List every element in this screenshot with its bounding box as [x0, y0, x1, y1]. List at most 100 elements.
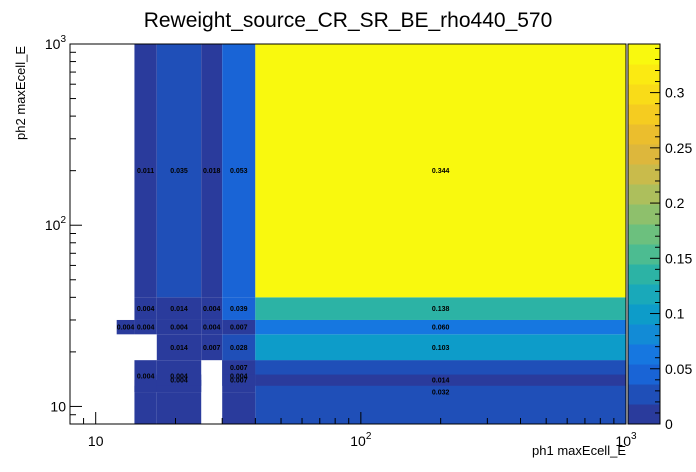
heatmap-cell	[134, 297, 157, 320]
colorbar-swatch	[628, 304, 660, 325]
heatmap-cell	[156, 319, 202, 335]
colorbar-swatch	[628, 364, 660, 385]
colorbar-axis: 0 0.05 0.1 0.15 0.2 0.25 0.3	[650, 47, 692, 432]
heatmap-cell	[156, 297, 202, 320]
cell-value-label: 0.032	[432, 390, 450, 397]
colorbar-swatch	[628, 404, 660, 425]
colorbar-tick-label: 0	[665, 416, 673, 432]
colorbar-swatch	[628, 164, 660, 185]
cell-value-label: 0.053	[230, 168, 248, 175]
colorbar-swatch	[628, 384, 660, 405]
cell-value-label: 0.004	[117, 325, 135, 332]
cell-value-label: 0.014	[432, 378, 450, 385]
heatmap-cell	[201, 297, 223, 320]
x-tick-label: 102	[350, 431, 372, 449]
y-tick-label: 103	[45, 34, 67, 52]
colorbar-swatch	[628, 204, 660, 225]
x-tick-label: 103	[615, 431, 637, 449]
heatmap-cell	[222, 374, 256, 386]
cell-value-label: 0.004	[230, 374, 248, 381]
heatmap-cell	[134, 385, 157, 393]
heatmap-cell	[222, 392, 256, 424]
heatmap-cell	[134, 319, 157, 335]
y-axis: 10 102 103	[45, 34, 82, 425]
cell-value-label: 0.004	[203, 306, 221, 313]
colorbar-swatch	[628, 64, 660, 85]
heatmap-cell	[255, 44, 627, 298]
heatmap-cell	[222, 360, 256, 375]
colorbar-swatch	[628, 344, 660, 365]
colorbar-tick-label: 0.3	[665, 85, 685, 101]
heatmap-cell	[156, 44, 202, 298]
cell-value-label: 0.007	[230, 325, 248, 332]
heatmap-cell	[156, 374, 202, 386]
colorbar-swatch	[628, 84, 660, 105]
cell-value-label: 0.004	[137, 306, 155, 313]
cell-value-label: 0.004	[170, 378, 188, 385]
heatmap-cell	[134, 392, 157, 424]
cell-value-label: 0.060	[432, 325, 450, 332]
colorbar-swatch	[628, 124, 660, 145]
heatmap-cell	[255, 374, 627, 386]
heatmap-cell	[156, 334, 202, 361]
heatmap-cell	[134, 44, 157, 298]
heatmap-cell	[201, 44, 223, 298]
heatmap-cells	[116, 44, 627, 424]
colorbar-swatch	[628, 184, 660, 205]
heatmap-cell	[222, 44, 256, 298]
cell-value-label: 0.103	[432, 345, 450, 352]
heatmap-cell	[255, 319, 627, 335]
heatmap-cell	[156, 392, 202, 424]
y-axis-label: ph2 maxEcell_E	[13, 46, 28, 140]
cell-value-label: 0.004	[137, 325, 155, 332]
colorbar-tick-label: 0.2	[665, 195, 685, 211]
cell-value-label: 0.007	[203, 345, 221, 352]
cell-value-label: 0.014	[170, 306, 188, 313]
colorbar-swatch	[628, 284, 660, 305]
chart-title: Reweight_source_CR_SR_BE_rho440_570	[144, 9, 553, 32]
cell-value-label: 0.004	[137, 374, 155, 381]
colorbar-swatch	[628, 224, 660, 245]
colorbar-swatch	[628, 244, 660, 265]
heatmap-cell	[222, 334, 256, 361]
cell-value-label: 0.007	[230, 378, 248, 385]
cell-value-label: 0.004	[170, 374, 188, 381]
heatmap-cell	[222, 297, 256, 320]
colorbar-swatch	[628, 44, 660, 65]
colorbar	[627, 43, 661, 425]
colorbar-swatch	[628, 264, 660, 285]
heatmap-cell	[116, 319, 135, 335]
colorbar-swatch	[628, 144, 660, 165]
colorbar-tick-label: 0.25	[665, 140, 692, 156]
heatmap-cell	[255, 297, 627, 320]
cell-value-label: 0.007	[230, 365, 248, 372]
cell-value-label: 0.138	[432, 306, 450, 313]
heatmap-cell	[222, 319, 256, 335]
cell-value-label: 0.004	[203, 325, 221, 332]
heatmap-cell	[201, 319, 223, 335]
x-axis: 10 102 103	[69, 412, 637, 449]
heatmap-cell	[201, 334, 223, 361]
cell-value-label: 0.028	[230, 345, 248, 352]
colorbar-tick-label: 0.05	[665, 361, 692, 377]
cell-value-label: 0.039	[230, 306, 248, 313]
heatmap-cell	[255, 334, 627, 361]
colorbar-tick-label: 0.15	[665, 250, 692, 266]
colorbar-swatch	[628, 104, 660, 125]
cell-value-label: 0.344	[432, 168, 450, 175]
cell-value-label: 0.014	[170, 345, 188, 352]
y-tick-label: 102	[45, 215, 67, 233]
y-tick-label: 10	[50, 398, 66, 414]
cell-value-label: 0.004	[170, 325, 188, 332]
colorbar-swatch	[628, 324, 660, 345]
cell-value-label: 0.035	[170, 168, 188, 175]
x-axis-label: ph1 maxEcell_E	[532, 443, 626, 458]
colorbar-frame	[627, 43, 661, 425]
cell-value-label: 0.011	[137, 168, 154, 175]
cell-value-label: 0.018	[203, 168, 221, 175]
heatmap-cell	[255, 360, 627, 375]
x-tick-label: 10	[88, 433, 104, 449]
colorbar-tick-label: 0.1	[665, 306, 685, 322]
